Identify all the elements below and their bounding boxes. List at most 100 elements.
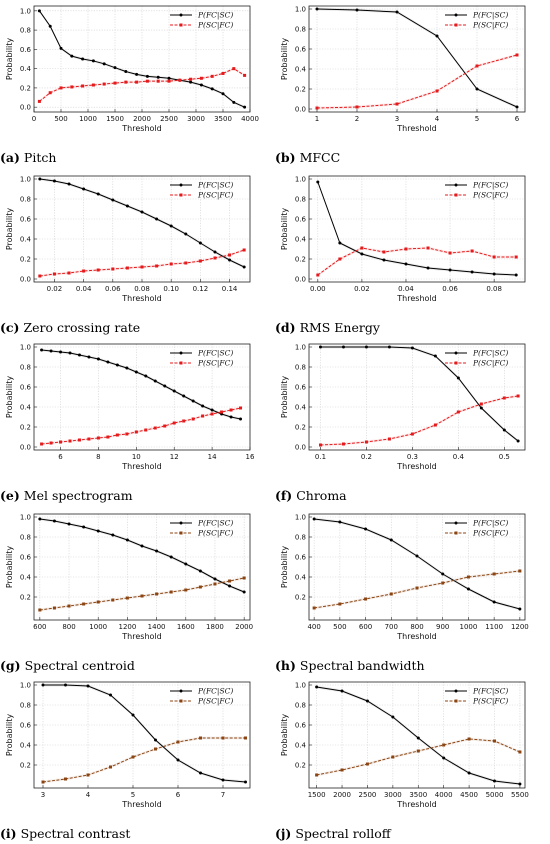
data-point	[493, 739, 497, 743]
data-point	[360, 246, 364, 250]
x-tick-label: 7	[221, 791, 225, 799]
chart-panel-c: 0.02 0.04 0.06 0.08 0.10 0.12 0.14 0.0 0.2 0.4 0.6…	[0, 170, 275, 338]
y-axis-label: Probability	[280, 376, 289, 419]
data-point	[492, 255, 496, 259]
legend-label: P(SC|FC)	[197, 529, 233, 538]
x-tick-label: 600	[33, 623, 46, 631]
data-point	[111, 533, 115, 537]
data-point	[442, 743, 446, 747]
data-point	[389, 592, 393, 596]
y-axis-label: Probability	[280, 208, 289, 251]
data-point	[169, 590, 173, 594]
data-point	[315, 685, 319, 689]
legend-label: P(SC|FC)	[472, 529, 508, 538]
data-point	[169, 555, 173, 559]
data-point	[456, 410, 460, 414]
y-axis-label: Probability	[5, 714, 14, 757]
data-point	[416, 736, 420, 740]
data-point	[316, 180, 320, 184]
x-tick-label: 500	[54, 115, 67, 123]
legend-marker	[454, 689, 458, 693]
data-point	[38, 517, 42, 521]
legend-marker	[454, 351, 458, 355]
data-point	[154, 738, 157, 742]
data-point	[67, 182, 71, 186]
data-point	[210, 408, 214, 412]
data-point	[228, 258, 232, 262]
x-tick-label: 0.08	[134, 285, 150, 293]
x-axis-label: Threshold	[121, 800, 161, 809]
data-point	[144, 428, 148, 432]
data-point	[38, 608, 42, 612]
data-point	[514, 273, 518, 277]
legend-label: P(FC|SC)	[472, 349, 508, 358]
data-point	[125, 266, 129, 270]
y-tick-label: 0.6	[20, 216, 32, 224]
legend: P(FC|SC)P(SC|FC)	[445, 349, 508, 368]
chart-c: 0.02 0.04 0.06 0.08 0.10 0.12 0.14 0.0 0.2 0.4 0.6…	[5, 176, 251, 303]
data-point	[341, 442, 345, 446]
chart-panel-j: 1500 2000 2500 3000 3500 4000 4500 5000 5500 0.2 0…	[275, 676, 550, 844]
data-point	[189, 77, 193, 81]
data-point	[154, 747, 157, 751]
x-axis-label: Threshold	[396, 800, 436, 809]
data-point	[466, 575, 470, 579]
data-point	[467, 771, 471, 775]
caption-label: (i)	[0, 826, 17, 841]
x-tick-label: 2500	[359, 791, 377, 799]
data-point	[213, 256, 217, 260]
data-point	[96, 192, 100, 196]
series-line-fc-sc	[43, 684, 246, 783]
x-tick-label: 0.02	[47, 285, 63, 293]
data-point	[52, 179, 56, 183]
series-band	[320, 394, 519, 447]
data-point	[435, 89, 439, 93]
y-tick-label: 0.6	[295, 216, 307, 224]
series-line-fc-sc	[320, 346, 519, 442]
data-point	[96, 436, 100, 440]
series-line-fc-sc	[317, 181, 517, 276]
legend-label: P(FC|SC)	[197, 349, 233, 358]
data-point	[125, 204, 129, 208]
y-tick-label: 0.2	[20, 424, 31, 432]
chart-a: 0 500 1000 1500 2000 2500 3000 3500 4000 0.0 0.2 0.…	[5, 5, 259, 133]
data-point	[144, 374, 148, 378]
chart-panel-h: 400 500 600 700 800 900 1000 1100 1200 0.2 0.4 0.6 0…	[275, 508, 550, 676]
x-tick-label: 3000	[187, 115, 205, 123]
panel-caption: (d) RMS Energy	[275, 320, 380, 335]
x-axis-label: Threshold	[396, 294, 436, 303]
caption-text: MFCC	[299, 150, 341, 165]
data-point	[435, 34, 439, 38]
data-point	[244, 780, 247, 784]
x-tick-label: 600	[359, 623, 372, 631]
series-line-sc-fc	[39, 68, 245, 102]
data-point	[467, 737, 471, 741]
data-point	[156, 79, 160, 83]
data-point	[64, 683, 67, 687]
data-point	[340, 768, 344, 772]
data-point	[365, 762, 369, 766]
data-point	[52, 272, 56, 276]
data-point	[125, 596, 129, 600]
panel-caption: (g) Spectral centroid	[0, 658, 135, 673]
data-point	[113, 66, 117, 70]
y-tick-label: 1.0	[20, 344, 31, 352]
legend-marker	[179, 361, 183, 365]
y-tick-label: 0.4	[20, 742, 32, 750]
series-band	[43, 736, 246, 784]
data-point	[198, 259, 202, 263]
caption-label: (a)	[0, 150, 20, 165]
data-point	[244, 736, 247, 740]
data-point	[441, 581, 445, 585]
data-point	[338, 520, 342, 524]
y-tick-label: 1.0	[20, 682, 31, 690]
data-point	[448, 251, 452, 255]
x-tick-label: 4500	[460, 791, 478, 799]
data-point	[416, 749, 420, 753]
caption-label: (d)	[275, 320, 296, 335]
chart-d: 0.00 0.02 0.04 0.06 0.08 0.0 0.2 0.4 0.6 0.8 1.0 Th…	[280, 175, 526, 303]
plot-frame	[308, 175, 526, 283]
x-tick-label: 6	[176, 791, 181, 799]
series-line-sc-fc	[316, 54, 518, 109]
data-point	[355, 8, 359, 12]
